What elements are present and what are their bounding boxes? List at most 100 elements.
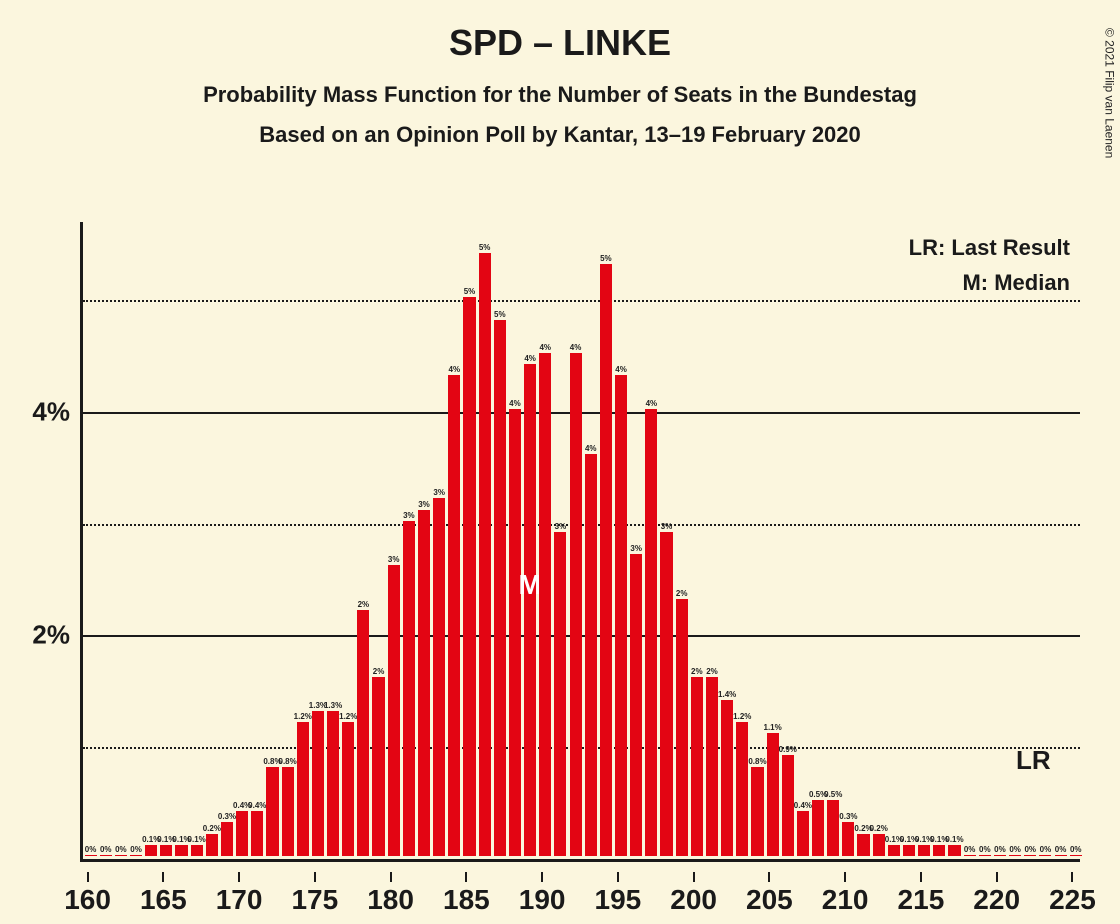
- bar-slot: 0%: [977, 219, 992, 856]
- bar: 0.1%: [903, 845, 915, 856]
- bar: 3%: [418, 510, 430, 856]
- bar-slot: 4%M: [523, 219, 538, 856]
- bar-value-label: 3%: [403, 511, 415, 520]
- bar-slot: 0.8%: [280, 219, 295, 856]
- bar: 5%: [479, 253, 491, 856]
- bar-value-label: 4%: [539, 343, 551, 352]
- bar: 4%: [509, 409, 521, 856]
- bar-slot: 2%: [704, 219, 719, 856]
- x-tick-label: 225: [1049, 884, 1096, 916]
- bar-value-label: 1.2%: [733, 712, 751, 721]
- bar: 0.8%: [282, 767, 294, 856]
- bar-slot: 0.3%: [841, 219, 856, 856]
- bar: 3%: [630, 554, 642, 856]
- bar-value-label: 4%: [615, 365, 627, 374]
- bar-value-label: 0%: [130, 845, 142, 854]
- bar: 0%: [1024, 855, 1036, 856]
- bar-slot: 4%: [644, 219, 659, 856]
- bar-value-label: 0%: [1009, 845, 1021, 854]
- bar-slot: 4%: [613, 219, 628, 856]
- bar: 0.5%: [827, 800, 839, 856]
- bar: 0%: [1070, 855, 1082, 856]
- x-tick: [996, 872, 998, 882]
- plot-area: LR: Last Result M: Median 0%0%0%0%0.1%0.…: [80, 222, 1080, 862]
- bar-slot: 1.1%: [765, 219, 780, 856]
- bar: 4%: [615, 375, 627, 856]
- bar-value-label: 0%: [85, 845, 97, 854]
- bar: 0.1%: [145, 845, 157, 856]
- bar-slot: 0.4%: [795, 219, 810, 856]
- bar: 2%: [357, 610, 369, 856]
- bar: 1.3%: [327, 711, 339, 856]
- x-tick: [314, 872, 316, 882]
- bar-slot: 5%: [492, 219, 507, 856]
- bar: 4%: [585, 454, 597, 856]
- bar: 0%: [994, 855, 1006, 856]
- bar-value-label: 4%: [524, 354, 536, 363]
- bar: 0%: [979, 855, 991, 856]
- bar: 4%: [570, 353, 582, 856]
- x-tick-label: 180: [367, 884, 414, 916]
- bar: 0.1%: [918, 845, 930, 856]
- bar: 5%: [463, 297, 475, 856]
- bar-value-label: 0%: [1040, 845, 1052, 854]
- bar-slot: 0%: [1068, 219, 1083, 856]
- x-tick-label: 205: [746, 884, 793, 916]
- bar-slot: 0.1%: [159, 219, 174, 856]
- bar-value-label: 0.2%: [870, 824, 888, 833]
- bar: 1.2%: [736, 722, 748, 856]
- bar: 1.2%: [297, 722, 309, 856]
- bar-value-label: 0%: [1070, 845, 1082, 854]
- x-tick: [768, 872, 770, 882]
- bar: 0.8%: [266, 767, 278, 856]
- bar-value-label: 5%: [494, 310, 506, 319]
- bar-slot: 1.2%: [295, 219, 310, 856]
- x-tick-label: 175: [291, 884, 338, 916]
- bar-slot: 0.1%: [144, 219, 159, 856]
- bar-value-label: 0%: [994, 845, 1006, 854]
- chart-title: SPD – LINKE: [0, 22, 1120, 64]
- bar: 0%: [100, 855, 112, 856]
- bar: 0.1%: [160, 845, 172, 856]
- bar: 0.4%: [236, 811, 248, 856]
- y-tick-label: 2%: [10, 620, 70, 651]
- bar-slot: 4%: [507, 219, 522, 856]
- bar-value-label: 4%: [585, 444, 597, 453]
- bar-value-label: 0.3%: [839, 812, 857, 821]
- bar-value-label: 0.8%: [278, 757, 296, 766]
- x-tick: [920, 872, 922, 882]
- x-tick: [1071, 872, 1073, 882]
- bar-value-label: 0.2%: [203, 824, 221, 833]
- bar: 0.2%: [857, 834, 869, 856]
- bar-value-label: 3%: [433, 488, 445, 497]
- bar-slot: 0%: [962, 219, 977, 856]
- x-tick: [617, 872, 619, 882]
- x-tick-label: 190: [519, 884, 566, 916]
- bar-value-label: 0.4%: [794, 801, 812, 810]
- bar: 5%: [494, 320, 506, 856]
- bar: 0.4%: [251, 811, 263, 856]
- bar-value-label: 2%: [373, 667, 385, 676]
- x-tick: [465, 872, 467, 882]
- bar: 0%: [1039, 855, 1051, 856]
- bar-slot: 3%: [416, 219, 431, 856]
- bar: 0%: [130, 855, 142, 856]
- bar: 4%: [448, 375, 460, 856]
- bar: 1.3%: [312, 711, 324, 856]
- bar-value-label: 1.2%: [339, 712, 357, 721]
- bar-slot: 4%: [447, 219, 462, 856]
- bar-slot: 3%: [401, 219, 416, 856]
- bar-slot: 5%: [598, 219, 613, 856]
- bar: 3%: [388, 565, 400, 856]
- bar: 3%: [554, 532, 566, 856]
- bar-slot: 0.1%: [174, 219, 189, 856]
- bar: 0%: [1009, 855, 1021, 856]
- bar-slot: 0%: [98, 219, 113, 856]
- bar-value-label: 0.8%: [748, 757, 766, 766]
- chart-subtitle-1: Probability Mass Function for the Number…: [0, 82, 1120, 108]
- bar-slot: 0.9%: [780, 219, 795, 856]
- bar: 0.4%: [797, 811, 809, 856]
- bar: 1.1%: [767, 733, 779, 856]
- x-tick: [541, 872, 543, 882]
- bar-slot: 1.3%: [310, 219, 325, 856]
